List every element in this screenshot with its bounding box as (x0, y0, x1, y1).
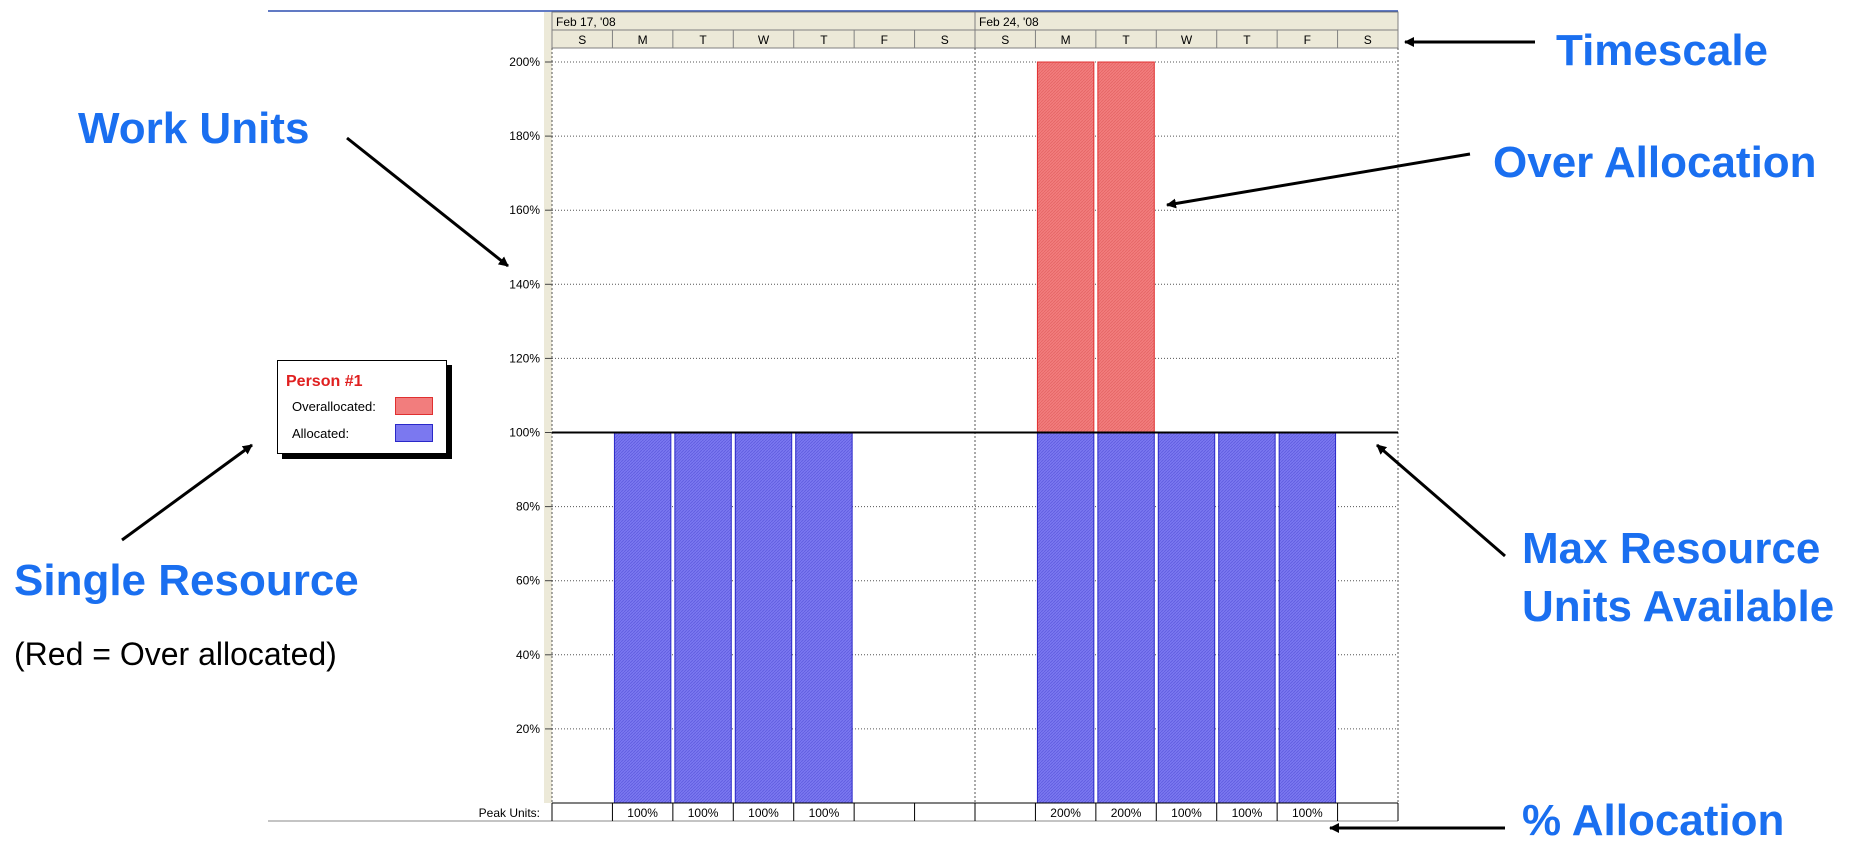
peak-unit-value: 100% (809, 806, 840, 820)
bar-allocated (1218, 432, 1276, 804)
day-label: W (1181, 33, 1193, 47)
peak-unit-value: 100% (748, 806, 779, 820)
bar-overallocated (1097, 61, 1155, 433)
day-label: S (578, 33, 586, 47)
day-label: F (881, 33, 888, 47)
day-label: T (1243, 33, 1251, 47)
day-label: S (1001, 33, 1009, 47)
bar-allocated (795, 432, 853, 804)
day-label: M (638, 33, 648, 47)
left-band (544, 12, 552, 803)
legend-label-overallocated: Overallocated: (292, 399, 376, 414)
callout-timescale: Timescale (1556, 26, 1769, 75)
legend-title: Person #1 (286, 373, 363, 390)
arrow-work-units (346, 136, 509, 268)
day-label: T (699, 33, 707, 47)
day-label: S (941, 33, 949, 47)
y-tick-label: 40% (516, 648, 540, 662)
y-tick-label: 140% (509, 277, 540, 291)
y-tick-label: 200% (509, 55, 540, 69)
peak-unit-value: 200% (1050, 806, 1081, 820)
y-tick-label: 160% (509, 203, 540, 217)
y-tick-label: 180% (509, 129, 540, 143)
arrow-over-allocation (1166, 152, 1471, 209)
peak-unit-value: 100% (688, 806, 719, 820)
y-tick-label: 80% (516, 500, 540, 514)
peak-unit-value: 200% (1111, 806, 1142, 820)
peak-unit-value: 100% (1171, 806, 1202, 820)
day-label: F (1304, 33, 1311, 47)
callout-over-allocation: Over Allocation (1493, 138, 1817, 187)
y-tick-label: 20% (516, 722, 540, 736)
y-tick-label: 60% (516, 574, 540, 588)
week-label: Feb 24, '08 (979, 15, 1039, 29)
legend-swatch-allocated (395, 424, 433, 442)
peak-unit-value: 100% (1292, 806, 1323, 820)
day-label: S (1364, 33, 1372, 47)
bar-allocated (1036, 432, 1095, 804)
bar-allocated (734, 432, 793, 804)
legend-swatch-overallocated (395, 397, 433, 415)
day-label: T (820, 33, 828, 47)
callout-max-resource: Max Resource Units Available (1522, 524, 1835, 631)
callout-pct-allocation: % Allocation (1522, 796, 1785, 845)
bar-allocated (674, 432, 732, 804)
callout-single-resource: Single Resource (14, 556, 359, 605)
y-tick-label: 100% (509, 426, 540, 440)
bar-allocated (1157, 432, 1216, 804)
legend-label-allocated: Allocated: (292, 426, 350, 441)
day-label: T (1122, 33, 1130, 47)
arrow-max-resource (1376, 443, 1506, 558)
peak-unit-value: 100% (1232, 806, 1263, 820)
legend: Person #1 Overallocated: Allocated: (277, 360, 447, 454)
bar-overallocated (1036, 61, 1095, 433)
peak-unit-value: 100% (627, 806, 658, 820)
day-label: W (758, 33, 770, 47)
y-tick-label: 120% (509, 351, 540, 365)
arrow-single-resource (121, 443, 253, 542)
week-label: Feb 17, '08 (556, 15, 616, 29)
day-label: M (1061, 33, 1071, 47)
bar-allocated (1278, 432, 1337, 804)
peak-units-label: Peak Units: (479, 806, 540, 820)
callout-work-units: Work Units (78, 104, 310, 153)
callout-red-note: (Red = Over allocated) (14, 636, 337, 672)
